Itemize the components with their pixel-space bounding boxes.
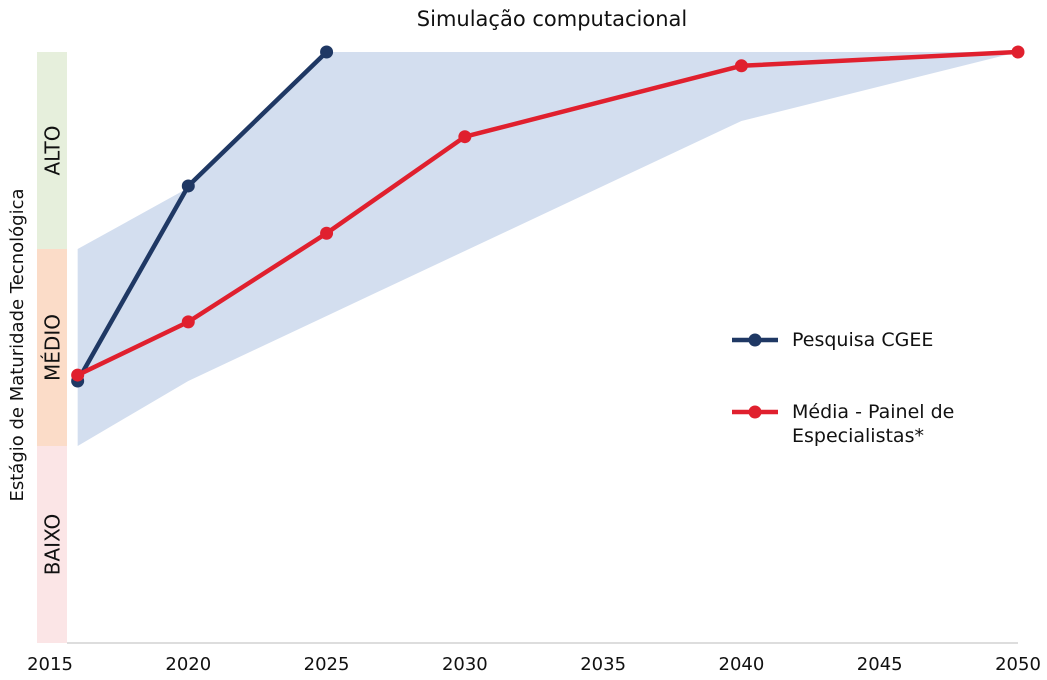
data-point bbox=[181, 179, 195, 193]
y-band bbox=[37, 249, 67, 446]
x-tick-label: 2040 bbox=[719, 654, 765, 675]
legend-item: Pesquisa CGEE bbox=[730, 328, 992, 352]
x-tick-label: 2050 bbox=[995, 654, 1041, 675]
y-axis-label: Estágio de Maturidade Tecnológica bbox=[7, 188, 28, 501]
data-point bbox=[734, 59, 748, 73]
legend-label: Pesquisa CGEE bbox=[792, 329, 934, 351]
data-point bbox=[320, 45, 334, 59]
x-tick-label: 2045 bbox=[857, 654, 903, 675]
legend-swatch bbox=[732, 405, 778, 419]
data-point bbox=[458, 130, 472, 144]
data-point bbox=[181, 315, 195, 329]
chart-title: Simulação computacional bbox=[417, 7, 687, 31]
x-tick-label: 2015 bbox=[27, 654, 73, 675]
y-band bbox=[37, 446, 67, 643]
y-band bbox=[37, 52, 67, 249]
x-tick-label: 2020 bbox=[165, 654, 211, 675]
y-band-label: ALTO bbox=[41, 125, 65, 175]
data-point bbox=[1011, 45, 1025, 59]
legend-item: Média - Painel de Especialistas* bbox=[730, 400, 992, 448]
x-tick-label: 2035 bbox=[580, 654, 626, 675]
data-point bbox=[71, 368, 85, 382]
x-tick-label: 2025 bbox=[304, 654, 350, 675]
legend-swatch bbox=[732, 333, 778, 347]
series-line bbox=[76, 49, 1019, 378]
legend-label: Média - Painel de Especialistas* bbox=[792, 401, 955, 447]
y-band-label: MÉDIO bbox=[41, 314, 65, 381]
y-band-label: BAIXO bbox=[41, 514, 65, 575]
data-point bbox=[320, 226, 334, 240]
x-tick-label: 2030 bbox=[442, 654, 488, 675]
range-band bbox=[77, 52, 1018, 446]
